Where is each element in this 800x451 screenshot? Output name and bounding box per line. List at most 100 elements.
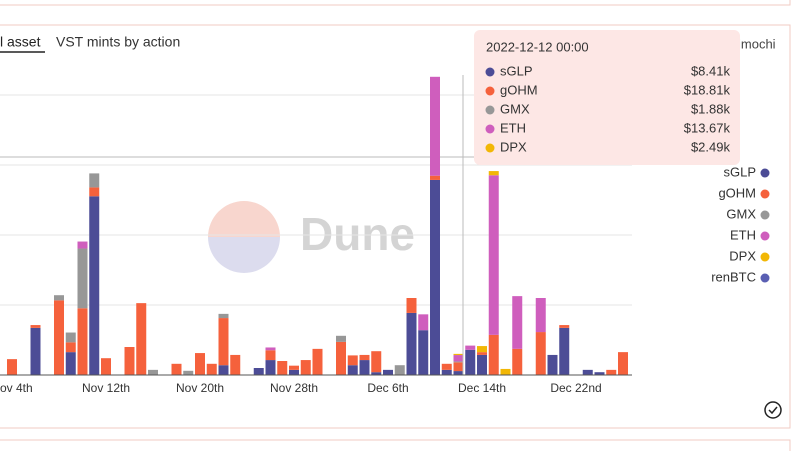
bar-segment [312,348,323,375]
legend-label: DPX [729,248,756,263]
bar-segment [77,308,88,375]
bar-segment [7,359,17,375]
tooltip-name: gOHM [500,82,538,97]
bar-segment [54,295,64,301]
bar-segment [336,341,346,375]
bar-segment [500,368,511,375]
bar-segment [65,342,76,353]
bar-segment [465,345,476,350]
tooltip-name: DPX [500,139,527,154]
bar-segment [347,365,358,375]
legend-swatch [760,210,770,220]
bar-segment [206,363,217,375]
bar-segment [559,325,570,328]
bar-segment [547,354,558,375]
bar-segment [265,347,276,351]
bar-segment [359,360,370,375]
bar-segment [265,360,276,375]
bar-segment [89,187,100,197]
bar-segment [77,248,88,309]
bar-segment [394,365,405,375]
bar-segment [618,352,628,375]
bar-segment [89,173,100,188]
bar-segment [54,300,64,375]
bar-segment [418,330,429,375]
legend-label: ETH [730,227,756,242]
watermark: Dune [208,201,415,273]
bar-segment [253,368,264,375]
bar-segment [230,354,241,375]
bar-segment [512,296,523,349]
bar-segment [65,352,76,375]
bar-segment [30,325,41,328]
bar-segment [289,369,299,375]
legend-swatch [760,189,770,199]
watermark-text: Dune [300,208,415,260]
tooltip-date: 2022-12-12 00:00 [486,39,589,54]
bar-segment [488,171,499,176]
legend-label: sGLP [723,164,756,179]
tooltip-value: $8.41k [691,63,731,78]
bar-segment [183,370,194,375]
panel-border-prev [0,0,791,6]
bar-segment [65,332,76,343]
bar-segment [371,372,382,375]
legend-swatch [760,273,770,283]
bar-segment [535,332,546,375]
bar-segment [101,358,111,375]
tooltip-name: sGLP [500,63,533,78]
legend-swatch [760,231,770,241]
bar-segment [418,314,429,331]
bar-segment [359,354,370,361]
bar-segment [453,353,464,356]
legend-swatch [760,252,770,262]
bar-segment [277,361,288,375]
bar-segment [535,298,546,333]
bar-segment [606,369,617,375]
bar-segment [406,312,417,375]
tooltip-name: ETH [500,120,526,135]
bar-segment [383,369,393,375]
bar-segment [148,369,158,375]
username[interactable]: imochi [738,36,776,51]
tooltip-swatch [485,143,495,153]
bar-segment [441,363,452,370]
x-tick-label: Dec 22nd [550,381,601,395]
tab[interactable]: VST mints by action [56,34,180,50]
tooltip-value: $2.49k [691,139,731,154]
bar-segment [336,335,346,342]
bar-segment [406,298,417,313]
tooltip-swatch [485,124,495,134]
bar-segment [347,355,358,366]
bar-segment [136,303,147,375]
bar-segment [218,313,229,319]
bar-segment [265,350,276,361]
panel-border-next [0,439,791,451]
bar-segment [453,371,464,375]
tab[interactable]: l asset [0,34,41,50]
bar-segment [430,179,440,375]
tooltip-swatch [485,67,495,77]
x-tick-label: Dec 14th [458,381,506,395]
bar-segment [89,196,100,375]
bar-segment [465,349,476,375]
bar-segment [512,348,523,375]
x-tick-label: Nov 20th [176,381,224,395]
bar-segment [124,347,135,375]
bar-segment [441,369,452,375]
bar-segment [300,360,311,375]
tooltip-swatch [485,105,495,115]
tooltip-name: GMX [500,101,530,116]
bar-segment [594,372,605,375]
bar-segment [171,363,182,375]
bar-segment [488,334,499,375]
bar-segment [218,365,229,375]
bar-segment [30,327,41,375]
legend-label: GMX [726,206,756,221]
legend-swatch [760,168,770,178]
bar-segment [430,76,440,176]
bar-segment [488,175,499,335]
check-icon[interactable] [764,401,782,419]
bar-segment [289,365,299,370]
bar-segment [477,352,487,355]
